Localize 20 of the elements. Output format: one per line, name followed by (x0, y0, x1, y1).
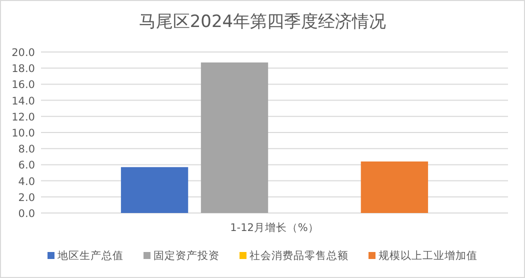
bar (360, 161, 428, 213)
legend-label: 固定资产投资 (154, 249, 220, 262)
bar (200, 62, 268, 213)
legend-label: 社会消费品零售总额 (250, 249, 348, 262)
y-tick-label: 20.0 (12, 47, 35, 59)
y-tick-label: 4.0 (18, 176, 35, 188)
chart-title: 马尾区2024年第四季度经济情况 (138, 12, 386, 32)
y-tick-label: 6.0 (18, 160, 35, 172)
legend-label: 地区生产总值 (56, 249, 124, 262)
y-tick-label: 16.0 (12, 79, 35, 92)
y-tick-label: 8.0 (18, 144, 35, 156)
y-tick-label: 14.0 (12, 95, 35, 108)
y-tick-label: 18.0 (12, 63, 35, 76)
y-tick-label: 10.0 (12, 128, 35, 140)
y-tick-label: 2.0 (18, 192, 35, 204)
legend-label: 规模以上工业增加值 (378, 249, 478, 262)
y-tick-label: 12.0 (12, 111, 35, 124)
bar (120, 167, 188, 213)
x-tick-label: 1-12月增长（%） (230, 221, 319, 234)
y-tick-label: 0.0 (18, 208, 35, 220)
